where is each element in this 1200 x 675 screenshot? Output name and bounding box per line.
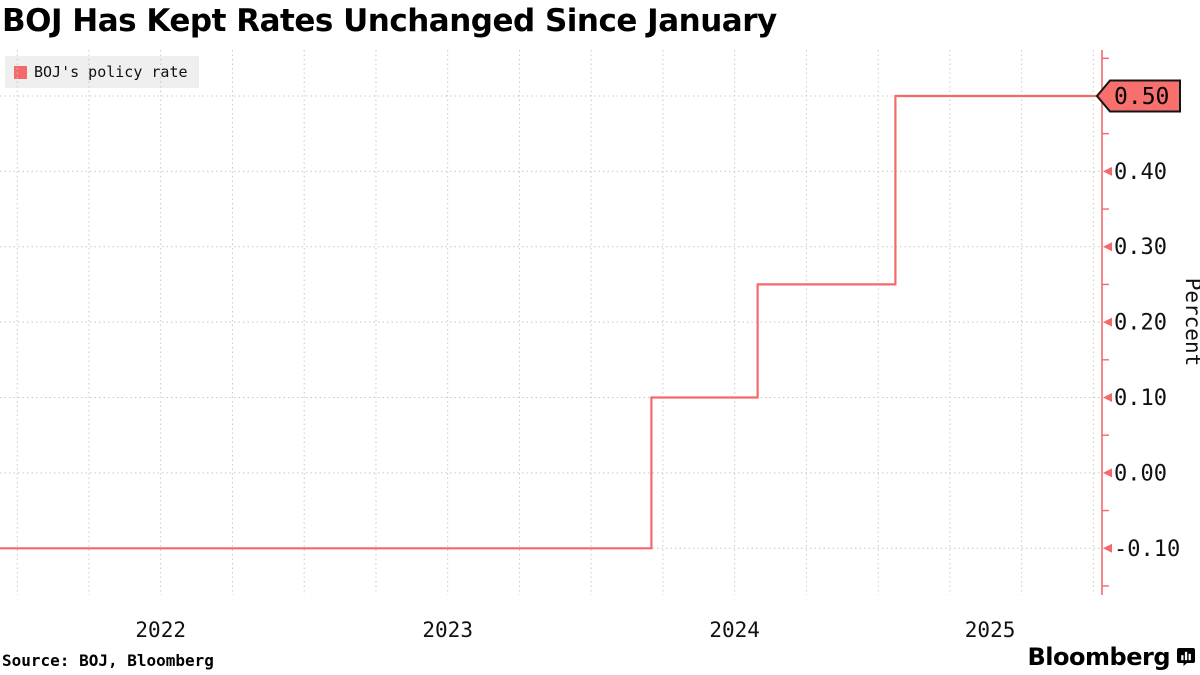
bloomberg-wordmark: Bloomberg [1027, 643, 1171, 671]
x-year-label: 2023 [422, 618, 473, 642]
y-axis-title: Percent [1181, 278, 1200, 367]
y-major-tick-arrow [1103, 166, 1112, 176]
bloomberg-branding: Bloomberg [1028, 643, 1196, 671]
chart-title: BOJ Has Kept Rates Unchanged Since Janua… [2, 3, 777, 39]
x-year-label: 2024 [709, 618, 760, 642]
legend: BOJ's policy rate [5, 56, 199, 88]
policy-rate-step-line [0, 94, 1102, 550]
source-attribution: Source: BOJ, Bloomberg [2, 651, 214, 670]
y-major-tick-arrow [1103, 317, 1112, 327]
y-major-tick-arrow [1103, 543, 1112, 553]
last-value-callout [1095, 79, 1181, 113]
y-tick-label: 0.40 [1114, 160, 1167, 185]
y-tick-label: 0.00 [1114, 461, 1167, 486]
x-year-label: 2025 [965, 618, 1016, 642]
y-major-tick-arrow [1103, 393, 1112, 403]
y-major-tick-arrow [1103, 468, 1112, 478]
y-tick-label: -0.10 [1114, 537, 1180, 562]
y-tick-label: 0.10 [1114, 386, 1167, 411]
y-tick-label: 0.20 [1114, 311, 1167, 336]
bloomberg-logo-icon [1177, 648, 1195, 666]
last-value-label: 0.50 [1114, 84, 1169, 110]
y-major-tick-arrow [1103, 242, 1112, 252]
x-year-label: 2022 [135, 618, 186, 642]
legend-label: BOJ's policy rate [34, 63, 188, 81]
y-tick-label: 0.30 [1114, 235, 1167, 260]
